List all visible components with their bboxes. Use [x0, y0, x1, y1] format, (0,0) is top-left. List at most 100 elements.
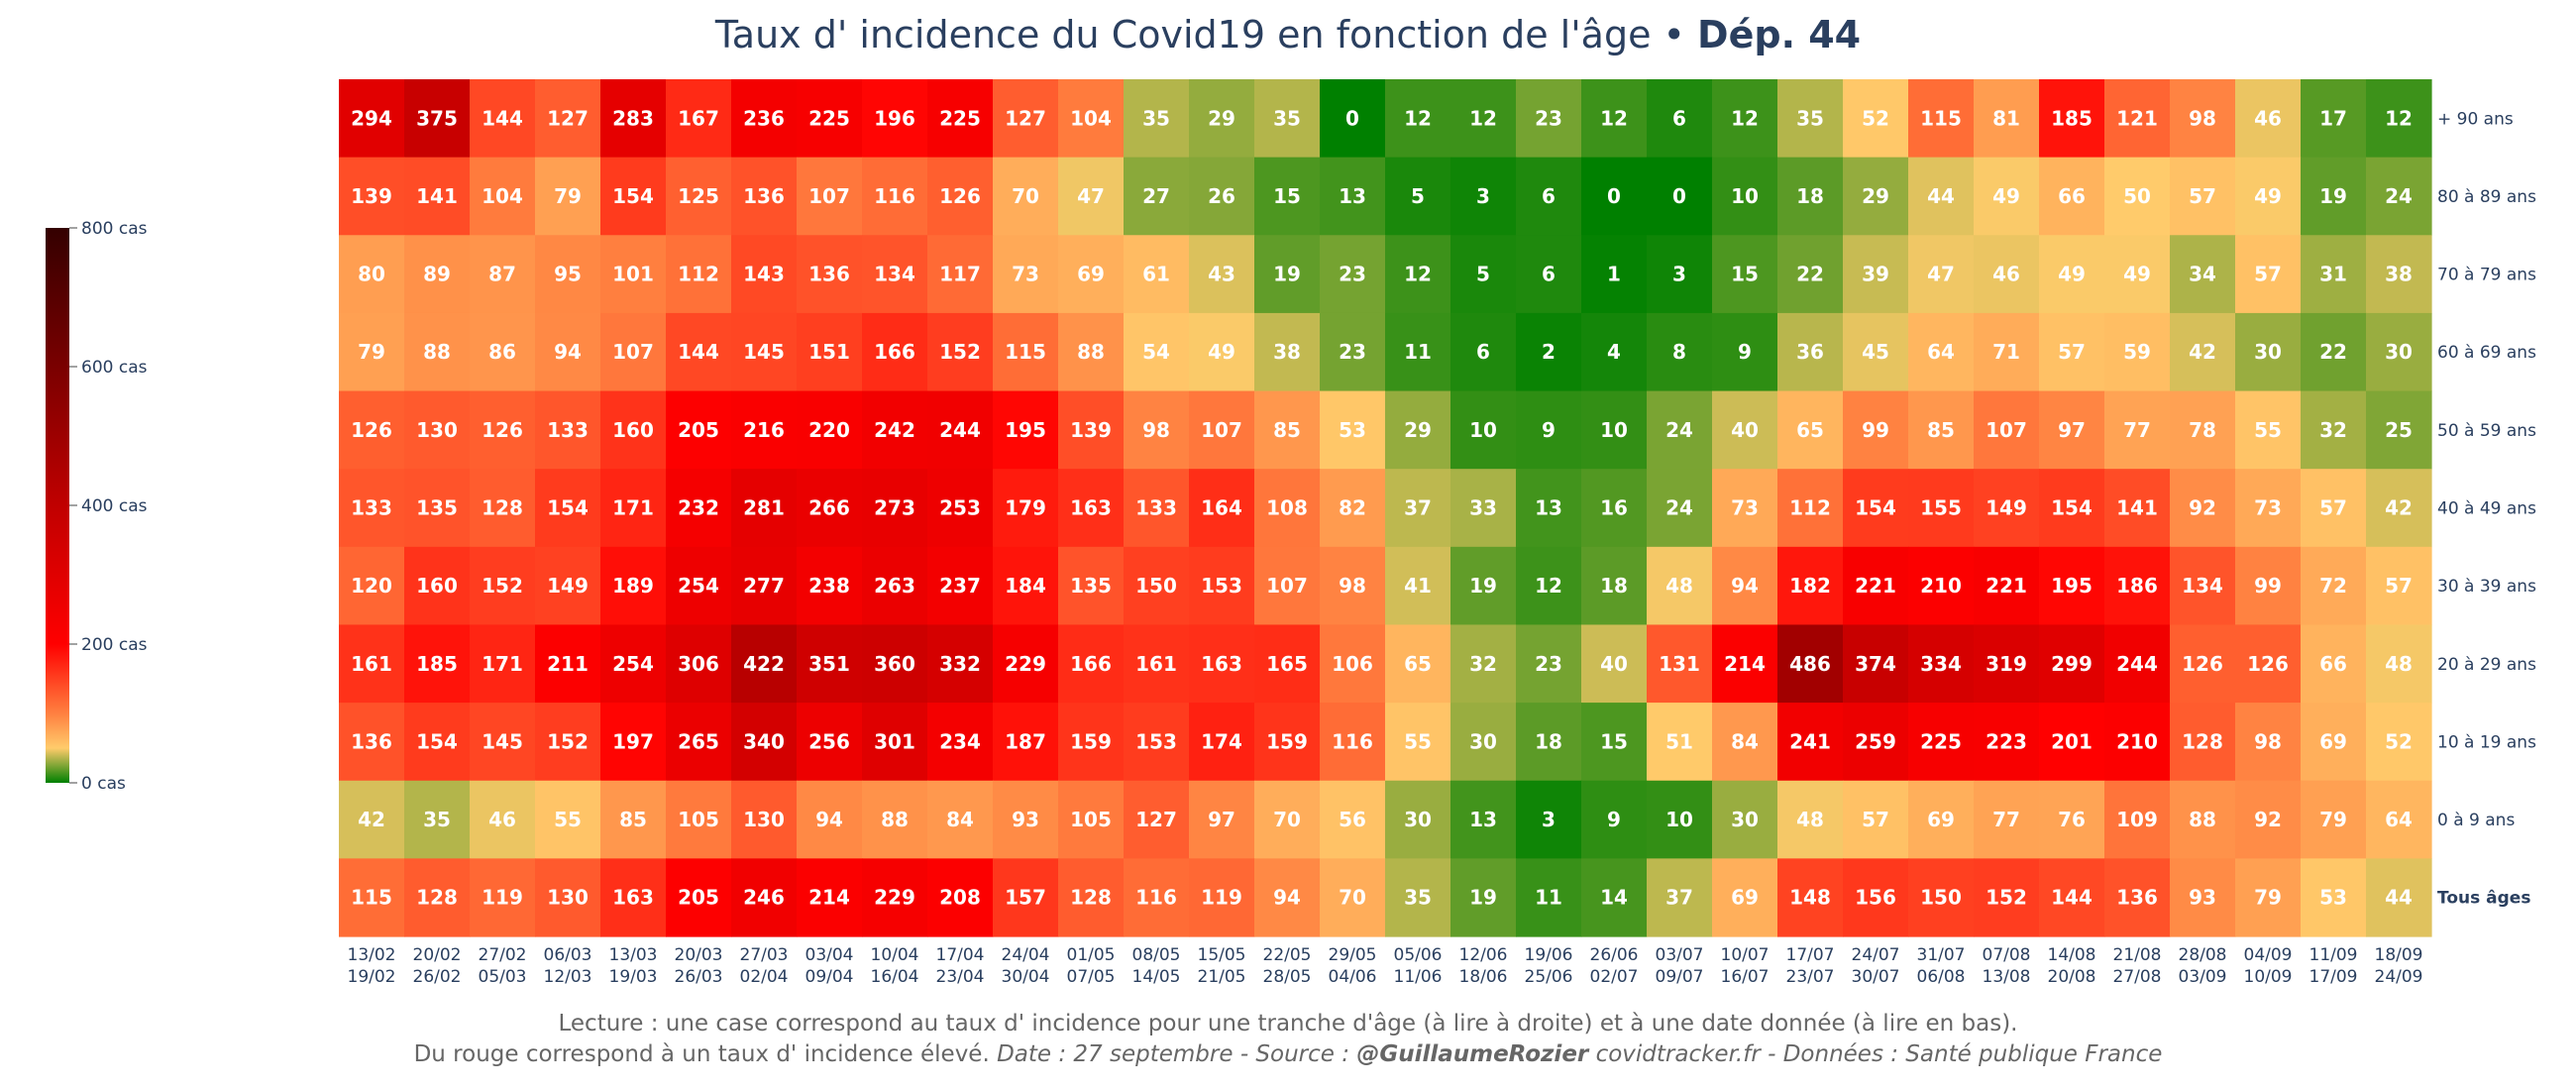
heatmap-cell — [2170, 390, 2236, 470]
heatmap-cell-value: 30 — [2254, 340, 2282, 364]
heatmap-cell — [470, 157, 536, 236]
heatmap-cell-value: 155 — [1920, 496, 1962, 520]
x-tick-end-date: 23/04 — [936, 967, 985, 987]
heatmap-cell-value: 19 — [1273, 263, 1301, 286]
heatmap-cell-value: 152 — [1986, 886, 2027, 910]
heatmap-cell — [1124, 858, 1190, 937]
heatmap-cell-value: 55 — [554, 808, 582, 831]
heatmap-cell — [993, 858, 1059, 937]
heatmap-cell-value: 187 — [1005, 729, 1046, 753]
heatmap-cell-value: 76 — [2058, 808, 2086, 831]
heatmap-cell — [1974, 703, 2040, 782]
heatmap-cell-value: 29 — [1862, 184, 1889, 208]
heatmap-cell-value: 4 — [1607, 340, 1621, 364]
heatmap-cell-value: 225 — [808, 106, 850, 130]
heatmap-cell — [862, 469, 928, 548]
heatmap-cell — [404, 469, 471, 548]
heatmap-cell-value: 119 — [1201, 886, 1242, 910]
row-label: 20 à 29 ans — [2437, 655, 2536, 675]
x-tick-end-date: 23/07 — [1786, 967, 1835, 987]
caption-website: covidtracker.fr - Données : Santé publiq… — [1588, 1041, 2162, 1067]
heatmap-cell — [1974, 312, 2040, 392]
caption-line-2: Du rouge correspond à un taux d' inciden… — [414, 1041, 2163, 1067]
heatmap-cell — [2235, 157, 2302, 236]
heatmap-cell-value: 27 — [1142, 184, 1170, 208]
heatmap-cell — [1385, 79, 1451, 159]
heatmap-cell — [927, 235, 994, 314]
heatmap-cell — [1908, 157, 1975, 236]
heatmap-cell-value: 164 — [1201, 496, 1242, 520]
heatmap-cell — [1516, 235, 1582, 314]
heatmap-cell-value: 0 — [1672, 184, 1686, 208]
heatmap-cell — [927, 79, 994, 159]
heatmap-cell-value: 94 — [1273, 886, 1301, 910]
heatmap-cell — [1124, 79, 1190, 159]
heatmap-cell-value: 57 — [2189, 184, 2216, 208]
heatmap-cell — [993, 624, 1059, 704]
heatmap-cell-value: 154 — [2051, 496, 2093, 520]
heatmap-cell — [1320, 624, 1386, 704]
heatmap-cell — [797, 390, 863, 470]
x-tick-start-date: 28/08 — [2179, 945, 2227, 965]
heatmap-cell — [666, 312, 732, 392]
heatmap-cell-value: 112 — [1789, 496, 1831, 520]
heatmap-cell-value: 82 — [1339, 496, 1366, 520]
heatmap-cell — [1124, 546, 1190, 626]
heatmap-cell — [1058, 780, 1125, 859]
heatmap-cell-value: 306 — [678, 652, 719, 676]
heatmap-cell-value: 159 — [1266, 729, 1308, 753]
heatmap-cell — [1581, 157, 1648, 236]
x-tick-end-date: 28/05 — [1263, 967, 1312, 987]
heatmap-cell-value: 44 — [1927, 184, 1955, 208]
heatmap-cell-value: 299 — [2051, 652, 2093, 676]
heatmap-cell-value: 77 — [2123, 418, 2151, 442]
x-tick-end-date: 09/07 — [1656, 967, 1704, 987]
heatmap-cell — [535, 858, 601, 937]
heatmap-cell-value: 15 — [1600, 729, 1628, 753]
heatmap-cell — [1843, 157, 1909, 236]
x-tick-start-date: 08/05 — [1132, 945, 1181, 965]
heatmap-cell — [862, 235, 928, 314]
heatmap-cell — [470, 235, 536, 314]
heatmap-cell — [797, 79, 863, 159]
heatmap-cell-value: 30 — [1469, 729, 1497, 753]
heatmap-cell-value: 23 — [1535, 106, 1562, 130]
heatmap-cell — [470, 390, 536, 470]
heatmap-cell-value: 35 — [1796, 106, 1824, 130]
heatmap-cell-value: 136 — [2116, 886, 2158, 910]
x-tick-start-date: 31/07 — [1917, 945, 1966, 965]
heatmap-cell — [1385, 780, 1451, 859]
heatmap-cell — [600, 79, 667, 159]
heatmap-cell — [666, 390, 732, 470]
heatmap-cell-value: 15 — [1273, 184, 1301, 208]
heatmap-cell-value: 31 — [2319, 263, 2347, 286]
x-tick-end-date: 19/02 — [348, 967, 396, 987]
heatmap-cell-value: 22 — [1796, 263, 1824, 286]
x-tick-start-date: 24/04 — [1002, 945, 1050, 965]
heatmap-cell — [1647, 312, 1713, 392]
x-tick-end-date: 18/06 — [1459, 967, 1508, 987]
heatmap-cell — [535, 624, 601, 704]
x-tick-end-date: 03/09 — [2179, 967, 2227, 987]
heatmap-cell — [927, 157, 994, 236]
heatmap-cell-value: 5 — [1476, 263, 1490, 286]
heatmap-cell-value: 157 — [1005, 886, 1046, 910]
heatmap-cell — [1320, 235, 1386, 314]
heatmap-cell — [666, 469, 732, 548]
heatmap-cell-value: 160 — [612, 418, 654, 442]
heatmap-cell-value: 205 — [678, 886, 719, 910]
heatmap-cell-value: 46 — [488, 808, 516, 831]
heatmap-cell-value: 37 — [1404, 496, 1432, 520]
heatmap-cell-value: 150 — [1920, 886, 1962, 910]
heatmap-cell-value: 57 — [2319, 496, 2347, 520]
heatmap-cell — [927, 703, 994, 782]
heatmap-cell-value: 15 — [1731, 263, 1759, 286]
heatmap-cell-value: 12 — [2385, 106, 2413, 130]
heatmap-cell-value: 136 — [743, 184, 785, 208]
heatmap-cell-value: 179 — [1005, 496, 1046, 520]
heatmap-cell — [404, 390, 471, 470]
heatmap-cell-value: 117 — [939, 263, 981, 286]
heatmap-cell — [666, 546, 732, 626]
heatmap-cell — [1581, 858, 1648, 937]
heatmap-cell-value: 185 — [416, 652, 458, 676]
